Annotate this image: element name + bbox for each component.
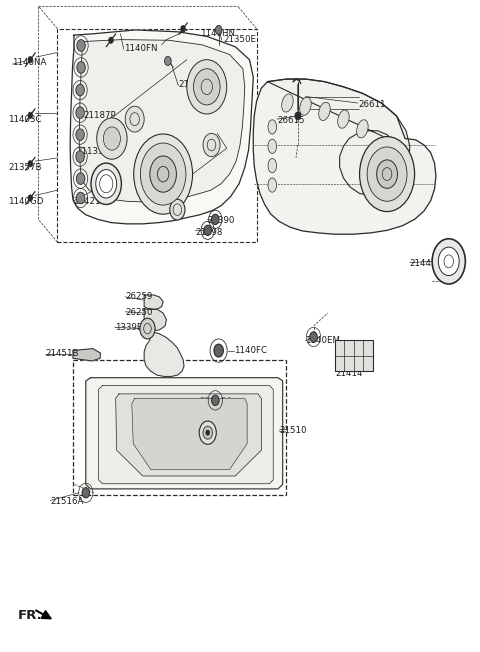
Circle shape [28, 57, 33, 63]
Text: 21510: 21510 [279, 426, 306, 436]
Circle shape [199, 421, 216, 444]
Circle shape [76, 192, 85, 204]
Circle shape [28, 112, 33, 119]
Polygon shape [132, 398, 247, 469]
Circle shape [438, 247, 459, 276]
Circle shape [125, 106, 144, 132]
Text: 21512: 21512 [195, 426, 222, 436]
Circle shape [180, 25, 185, 32]
Circle shape [103, 127, 120, 150]
Polygon shape [73, 349, 100, 361]
Circle shape [108, 37, 113, 44]
Circle shape [170, 200, 185, 220]
Circle shape [360, 136, 415, 212]
Circle shape [377, 160, 397, 188]
Circle shape [216, 25, 222, 35]
Text: 21451B: 21451B [46, 349, 79, 358]
Polygon shape [86, 378, 283, 489]
Text: 26615: 26615 [277, 116, 304, 125]
Polygon shape [253, 79, 436, 234]
Ellipse shape [282, 94, 293, 112]
Text: 21390: 21390 [208, 216, 235, 225]
Text: 21513A: 21513A [200, 397, 233, 406]
Circle shape [82, 488, 90, 498]
Bar [57, 29, 257, 242]
Text: 21350E: 21350E [223, 35, 256, 44]
Circle shape [203, 426, 213, 439]
Circle shape [204, 225, 212, 235]
Circle shape [91, 163, 121, 205]
Ellipse shape [268, 120, 276, 134]
Circle shape [28, 195, 33, 201]
Ellipse shape [268, 178, 276, 192]
Circle shape [28, 160, 33, 167]
Circle shape [134, 134, 192, 214]
Text: 1339BC: 1339BC [115, 323, 148, 333]
Circle shape [77, 61, 85, 73]
Circle shape [295, 112, 301, 120]
Text: 21611B: 21611B [179, 80, 212, 89]
Circle shape [76, 84, 84, 96]
Polygon shape [144, 295, 163, 309]
Circle shape [432, 239, 466, 284]
Circle shape [206, 430, 210, 436]
Bar [335, 340, 373, 371]
Circle shape [193, 68, 220, 105]
Circle shape [76, 129, 84, 140]
Circle shape [77, 40, 85, 52]
Polygon shape [144, 309, 167, 331]
Text: 26250: 26250 [125, 308, 153, 317]
Text: 21443: 21443 [410, 259, 437, 269]
Text: 11403C: 11403C [9, 115, 42, 124]
Circle shape [187, 60, 227, 114]
Circle shape [212, 395, 219, 406]
Circle shape [150, 156, 177, 192]
Ellipse shape [300, 97, 311, 115]
Ellipse shape [357, 120, 368, 138]
Polygon shape [267, 79, 410, 196]
Ellipse shape [337, 110, 349, 128]
Text: 21133: 21133 [76, 147, 104, 156]
Circle shape [140, 318, 155, 339]
Circle shape [76, 151, 84, 162]
Text: 21187P: 21187P [84, 111, 116, 120]
Text: 1140GD: 1140GD [9, 197, 44, 206]
Text: FR.: FR. [18, 609, 43, 622]
Text: 1140FN: 1140FN [124, 44, 157, 53]
Text: 26611: 26611 [359, 100, 386, 110]
Circle shape [76, 107, 84, 119]
Circle shape [165, 57, 171, 65]
Text: 1140NA: 1140NA [12, 58, 47, 67]
Text: 26259: 26259 [125, 292, 153, 301]
Ellipse shape [268, 139, 276, 153]
Circle shape [310, 332, 317, 342]
Ellipse shape [319, 102, 330, 121]
Text: 1140FC: 1140FC [234, 346, 267, 355]
Bar [73, 360, 286, 496]
Polygon shape [116, 394, 261, 476]
Text: 21421: 21421 [73, 198, 100, 207]
Circle shape [214, 344, 223, 357]
Polygon shape [98, 385, 273, 484]
Circle shape [212, 214, 219, 224]
Text: 21516A: 21516A [50, 497, 84, 507]
Circle shape [76, 173, 85, 185]
Text: 21398: 21398 [195, 228, 222, 237]
Text: 1140EM: 1140EM [305, 336, 340, 345]
Circle shape [367, 147, 407, 201]
Polygon shape [70, 30, 253, 224]
Text: 21357B: 21357B [9, 163, 42, 172]
Circle shape [96, 118, 127, 159]
Text: 21414: 21414 [335, 368, 362, 378]
Circle shape [140, 143, 186, 205]
Text: 1140HN: 1140HN [200, 29, 235, 38]
Circle shape [96, 170, 117, 198]
Ellipse shape [268, 158, 276, 173]
Circle shape [203, 134, 220, 156]
Polygon shape [79, 40, 245, 202]
Polygon shape [144, 331, 184, 376]
